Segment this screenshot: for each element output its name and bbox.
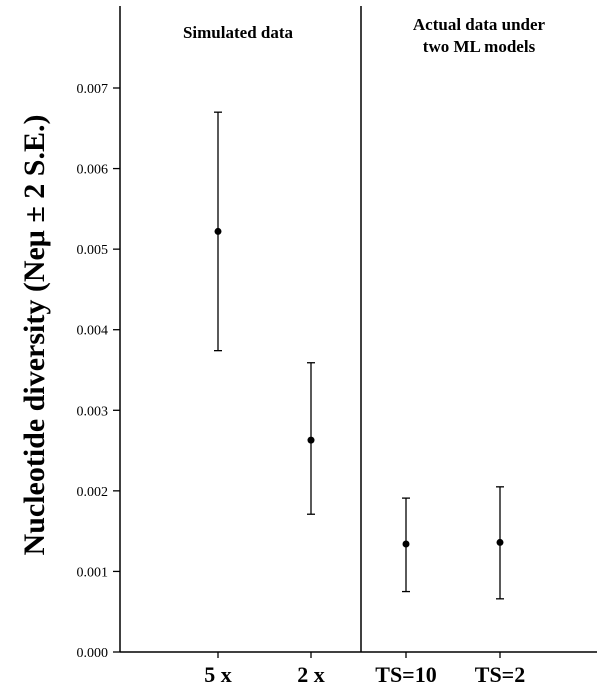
data-point bbox=[307, 436, 315, 444]
x-tick-label: TS=10 bbox=[375, 662, 436, 685]
panel-titles: Simulated data Actual data under two ML mo… bbox=[183, 15, 546, 56]
panel-title: Actual data under bbox=[413, 15, 546, 34]
data-point bbox=[402, 540, 410, 548]
y-tick-label: 0.005 bbox=[77, 243, 109, 258]
y-tick-label: 0.004 bbox=[77, 324, 109, 339]
panel-title: Simulated data bbox=[183, 23, 294, 42]
y-tick-label: 0.003 bbox=[77, 404, 109, 419]
data-point bbox=[214, 227, 222, 235]
y-tick-label: 0.001 bbox=[77, 565, 109, 580]
panel-title: two ML models bbox=[423, 37, 536, 56]
y-tick-label: 0.002 bbox=[77, 485, 109, 500]
axes: 0.000 0.001 0.002 0.003 0.004 0.005 0.006 0.007… bbox=[77, 6, 597, 685]
y-axis-label: Nucleotide diversity (Neμ ± 2 S.E.) bbox=[18, 115, 51, 556]
y-tick-label: 0.000 bbox=[77, 646, 109, 661]
y-tick-label: 0.006 bbox=[77, 163, 109, 178]
data-point bbox=[496, 538, 504, 546]
x-tick-label: TS=2 bbox=[475, 662, 525, 685]
y-tick-label: 0.007 bbox=[77, 82, 109, 97]
x-tick-label: 5 x bbox=[204, 662, 232, 685]
x-tick-label: 2 x bbox=[297, 662, 325, 685]
data-marks bbox=[214, 111, 504, 600]
